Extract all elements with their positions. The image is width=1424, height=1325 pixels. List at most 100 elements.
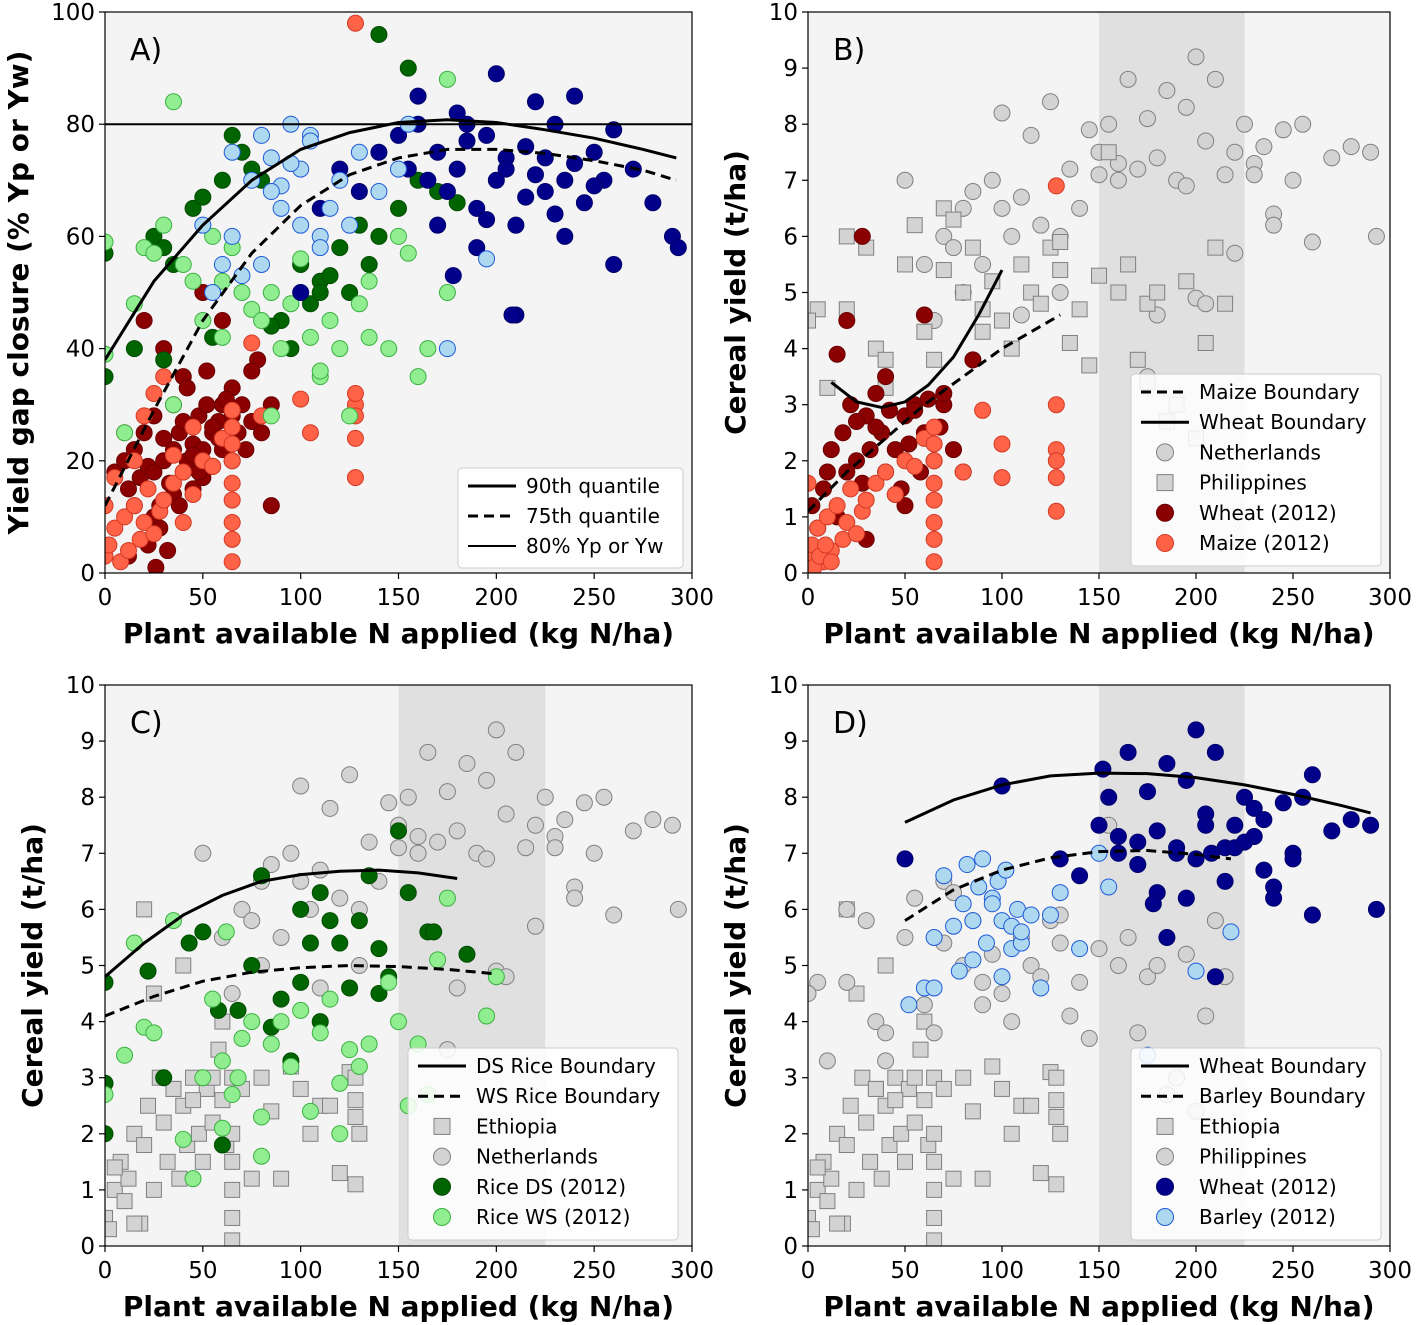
data-point — [906, 401, 924, 419]
data-point — [262, 1035, 280, 1053]
data-point — [1071, 867, 1089, 885]
data-point — [1187, 721, 1205, 739]
data-point — [822, 441, 840, 459]
data-point — [390, 1013, 407, 1031]
plot-content — [105, 721, 687, 1246]
data-point — [1071, 940, 1089, 958]
y-tick-label: 8 — [80, 785, 95, 811]
data-point — [566, 87, 584, 105]
data-point — [896, 497, 914, 515]
data-point — [935, 867, 953, 885]
data-point — [822, 553, 840, 571]
data-point — [945, 441, 962, 459]
data-point — [974, 401, 992, 419]
data-point — [1158, 755, 1176, 773]
panel-label: A) — [130, 33, 162, 68]
data-point — [1094, 760, 1112, 778]
data-point — [116, 1193, 133, 1210]
panel-label: C) — [130, 706, 163, 741]
data-point — [838, 312, 856, 330]
data-point — [159, 1153, 176, 1170]
data-point — [194, 1153, 211, 1170]
data-point — [282, 295, 300, 313]
data-point — [964, 1103, 981, 1120]
data-point — [926, 1153, 943, 1170]
data-point — [390, 160, 407, 178]
data-point — [1023, 1097, 1040, 1114]
data-point — [399, 244, 417, 262]
data-point — [925, 1024, 943, 1042]
data-point — [145, 1181, 162, 1198]
data-point — [311, 239, 329, 257]
data-point — [1206, 912, 1224, 930]
data-point — [155, 429, 173, 447]
data-point — [360, 272, 378, 290]
x-tick-label: 100 — [279, 585, 323, 611]
data-point — [900, 435, 918, 453]
panel-a: 0 50 100 150 200 250 300 0 20 40 60 80 100 Plant avai… — [2, 0, 714, 650]
data-point — [273, 1170, 290, 1187]
data-point — [1052, 262, 1069, 279]
data-point — [223, 474, 241, 492]
legend-label: Maize Boundary — [1199, 380, 1360, 404]
data-point — [321, 199, 339, 217]
data-point — [1139, 783, 1156, 801]
data-point — [1061, 1007, 1079, 1025]
y-tick-label: 7 — [783, 168, 798, 194]
data-point — [507, 216, 525, 234]
y-axis-label: Yield gap closure (% Yp or Yw) — [2, 51, 35, 536]
data-point — [301, 1102, 319, 1120]
data-point — [262, 284, 280, 301]
data-point — [1206, 743, 1224, 761]
data-point — [818, 1052, 836, 1070]
data-point — [487, 968, 505, 986]
x-tick-label: 0 — [801, 1258, 816, 1284]
data-point — [301, 295, 319, 313]
data-point — [1090, 166, 1108, 184]
data-point — [1129, 833, 1147, 851]
data-point — [1144, 895, 1162, 913]
data-point — [1042, 93, 1059, 111]
y-tick-label: 6 — [80, 897, 95, 923]
data-point — [184, 199, 202, 217]
data-point — [834, 424, 852, 442]
data-point — [916, 1013, 933, 1030]
data-point — [419, 171, 437, 189]
data-point — [174, 514, 192, 532]
data-point — [487, 721, 505, 739]
legend-label: WS Rice Boundary — [476, 1084, 660, 1108]
data-point — [1255, 138, 1273, 156]
data-point — [1236, 115, 1253, 133]
data-point — [935, 262, 952, 279]
data-point — [223, 553, 241, 571]
data-point — [145, 384, 163, 402]
data-point — [1047, 177, 1065, 195]
data-point — [1071, 301, 1088, 318]
data-point — [897, 256, 913, 273]
data-point — [526, 93, 544, 111]
x-tick-label: 0 — [98, 585, 113, 611]
data-point — [1139, 110, 1156, 128]
data-point — [925, 928, 943, 946]
data-point — [120, 1170, 137, 1187]
x-tick-label: 50 — [188, 1258, 217, 1284]
y-tick-label: 1 — [80, 1178, 95, 1204]
data-point — [1367, 227, 1385, 245]
data-point — [1032, 979, 1050, 997]
y-tick-label: 5 — [783, 281, 798, 307]
data-point — [624, 822, 642, 840]
data-point — [370, 143, 388, 161]
data-point — [526, 816, 544, 834]
data-point — [915, 996, 933, 1014]
legend-box — [407, 1047, 679, 1241]
data-point — [974, 1170, 991, 1187]
x-tick-label: 200 — [474, 1258, 518, 1284]
data-point — [380, 973, 398, 991]
panel-label: B) — [833, 33, 865, 68]
data-point — [1158, 82, 1176, 100]
data-point — [350, 295, 368, 313]
data-point — [105, 233, 114, 251]
data-point — [1090, 940, 1108, 958]
data-point — [585, 143, 603, 161]
data-point — [321, 799, 339, 817]
